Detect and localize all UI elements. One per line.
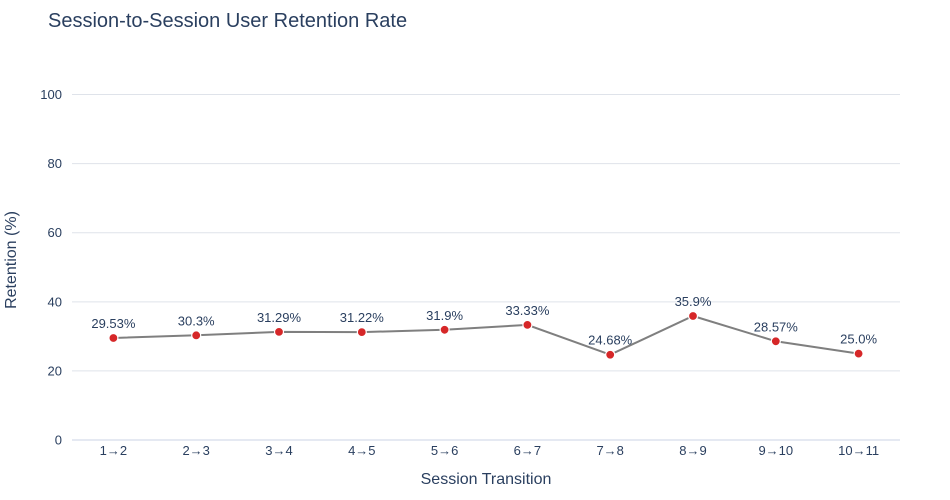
data-label: 31.9%: [426, 308, 463, 323]
y-tick-label: 80: [48, 156, 62, 171]
y-axis-title: Retention (%): [3, 211, 20, 309]
y-tick-label: 0: [55, 433, 62, 448]
data-label: 31.29%: [257, 310, 302, 325]
x-tick-label: 7→8: [596, 443, 623, 458]
data-label: 30.3%: [178, 313, 215, 328]
y-axis-ticks: 0 20 40 60 80 100: [40, 87, 62, 447]
data-point: [191, 330, 202, 341]
y-tick-label: 100: [40, 87, 62, 102]
data-point: [522, 319, 533, 330]
data-labels: 29.53% 30.3% 31.29% 31.22% 31.9% 33.33% 24.68%…: [91, 294, 877, 348]
data-label: 35.9%: [675, 294, 712, 309]
data-label: 28.57%: [754, 319, 799, 334]
y-tick-label: 60: [48, 225, 62, 240]
data-point: [770, 336, 781, 347]
x-tick-label: 1→2: [100, 443, 127, 458]
data-point: [356, 327, 367, 338]
x-axis-title: Session Transition: [421, 471, 552, 488]
chart-title: Session-to-Session User Retention Rate: [48, 10, 408, 32]
x-tick-label: 9→10: [758, 443, 793, 458]
y-tick-label: 40: [48, 294, 62, 309]
x-tick-label: 10→11: [838, 443, 879, 458]
data-point: [108, 332, 119, 344]
x-tick-label: 2→3: [182, 443, 209, 458]
y-tick-label: 20: [48, 363, 62, 378]
data-label: 29.53%: [91, 316, 136, 331]
data-point: [687, 310, 699, 322]
data-label: 25.0%: [840, 332, 877, 347]
data-label: 24.68%: [588, 333, 633, 348]
data-point: [605, 349, 616, 360]
x-tick-label: 6→7: [514, 443, 541, 458]
data-point: [273, 326, 285, 338]
gridlines: [72, 94, 900, 441]
series-line: [113, 314, 859, 356]
data-label: 33.33%: [505, 303, 550, 318]
x-axis-ticks: 1→2 2→3 3→4 4→5 5→6 6→7 7→8 8→9 9→10 10→11: [100, 443, 879, 458]
x-tick-label: 8→9: [679, 443, 706, 458]
x-tick-label: 3→4: [265, 443, 292, 458]
x-tick-label: 5→6: [431, 443, 458, 458]
data-label: 31.22%: [340, 310, 385, 325]
data-points: [108, 310, 864, 360]
data-point: [853, 348, 864, 359]
data-point: [439, 324, 450, 335]
x-tick-label: 4→5: [348, 443, 375, 458]
